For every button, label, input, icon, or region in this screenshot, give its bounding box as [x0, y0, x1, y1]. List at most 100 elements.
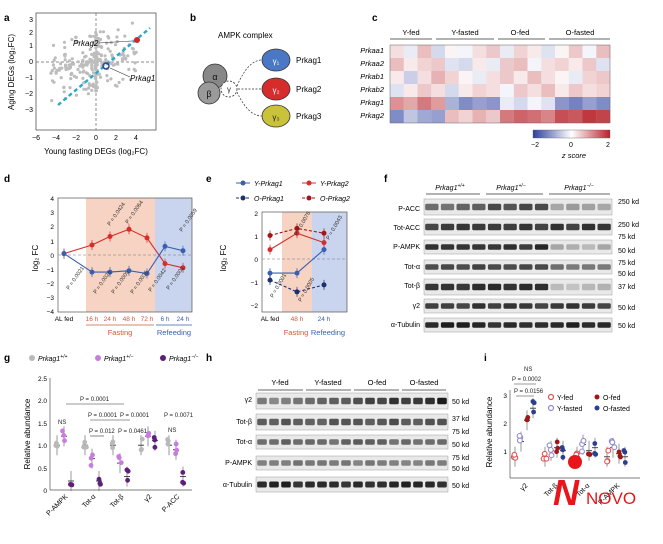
scatter-point	[106, 79, 110, 83]
scatter-point	[82, 69, 86, 73]
scatter-point	[83, 63, 87, 67]
scatter-point	[113, 83, 117, 87]
data-point	[144, 271, 150, 276]
scatter-point	[70, 37, 74, 42]
gamma3-symbol: γ₃	[272, 113, 279, 122]
heatmap-cell	[403, 97, 418, 110]
heatmap-cell	[555, 58, 569, 71]
heatmap-cell	[568, 71, 583, 84]
scatter-point	[130, 46, 134, 50]
gene-label: Prkaa2	[360, 59, 385, 68]
sample-point	[180, 470, 186, 475]
heatmap-cell	[472, 71, 487, 84]
data-point	[267, 233, 273, 238]
heatmap-cell	[458, 45, 473, 58]
blot-band	[503, 322, 517, 328]
scatter-point	[99, 75, 103, 79]
d-ytick: −4	[47, 309, 55, 316]
heatmap-cell	[555, 45, 569, 58]
scatter-point	[95, 61, 99, 65]
heatmap-cell	[472, 97, 487, 110]
legend-text: Y-Prkag1	[254, 181, 283, 188]
legend-text: Y-fed	[557, 395, 573, 402]
blot-band	[503, 244, 517, 250]
blot-band	[401, 481, 411, 488]
heatmap-cell	[390, 71, 404, 84]
scatter-point	[88, 57, 92, 62]
scatter-point	[97, 52, 101, 56]
d-ytick: 0	[50, 253, 54, 260]
blot-band	[472, 283, 486, 291]
blot-band	[269, 397, 279, 405]
data-point	[180, 265, 186, 271]
heatmap-cell	[417, 84, 432, 97]
heatmap-cell	[486, 45, 501, 58]
blot-band	[487, 283, 502, 291]
colorbar-tick: 2	[606, 142, 610, 149]
scatter-point	[122, 54, 126, 58]
heatmap-cell	[486, 110, 501, 123]
sample-point	[61, 433, 67, 438]
blot-band	[425, 244, 439, 250]
blot-band	[413, 418, 423, 426]
data-point	[126, 226, 132, 232]
blot-membrane	[423, 198, 613, 216]
scatter-point	[121, 50, 125, 54]
blot-band	[377, 460, 387, 466]
size-marker: 250 kd	[618, 199, 639, 206]
blot-band	[425, 460, 435, 466]
panel-b: b AMPK complex α β γ γ₁ γ₂ γ₃ Prkag1 Prk…	[190, 13, 322, 128]
scatter-point	[86, 92, 90, 96]
heatmap-cell	[445, 58, 459, 71]
heatmap-cell	[431, 97, 446, 110]
heatmap-cell	[513, 71, 528, 84]
heatmap-cell	[596, 110, 611, 123]
arrow-g3	[236, 91, 263, 117]
blot-band	[566, 223, 580, 231]
blot-band	[503, 283, 517, 291]
gene-label: Prkag1	[360, 98, 384, 107]
panel-h: h Y-fed Y-fasted O-fed O-fasted γ2 Tot-β…	[206, 353, 469, 493]
heatmap-cell	[541, 45, 556, 58]
scatter-point	[107, 36, 111, 40]
size-marker: 250 kd	[618, 222, 639, 229]
blot-membrane	[255, 455, 449, 471]
blot-band	[317, 460, 327, 466]
size-marker: 50 kd	[452, 466, 469, 473]
blot-band	[440, 322, 455, 328]
heatmap-cell	[541, 97, 556, 110]
g-pvalue: P = 0.0001	[80, 397, 110, 403]
a-xlabel: Young fasting DEGs (log₂FC)	[44, 147, 148, 156]
d-xtick: 6 h	[160, 316, 169, 323]
blot-membrane	[423, 259, 613, 275]
scatter-point	[90, 63, 94, 67]
heatmap-cell	[541, 71, 556, 84]
scatter-point	[99, 54, 104, 58]
d-fasting-label: Fasting	[108, 328, 133, 337]
sample-point	[165, 437, 171, 442]
legend-marker	[240, 195, 246, 201]
blot-band	[581, 283, 596, 291]
panel-i-label: i	[484, 353, 487, 364]
scatter-point	[133, 61, 137, 65]
scatter-point	[68, 86, 72, 90]
blot-group-label: Y-fed	[271, 378, 288, 387]
a-ytick: 1	[29, 43, 33, 50]
heatmap-group-label: Y-fed	[402, 28, 419, 37]
scatter-point	[83, 55, 87, 59]
heatmap-cell	[472, 84, 487, 97]
scatter-point	[116, 62, 120, 66]
i-points	[510, 398, 628, 467]
sample-point	[622, 460, 628, 465]
blot-band	[472, 244, 486, 250]
heatmap-cell	[458, 97, 473, 110]
size-marker: 75 kd	[618, 234, 635, 241]
blot-band	[293, 439, 303, 445]
blot-membrane	[423, 218, 613, 236]
data-point	[321, 240, 327, 246]
scatter-point	[63, 58, 67, 62]
blot-band	[440, 223, 455, 231]
blot-band	[503, 264, 517, 270]
e-xtick: 48 h	[291, 316, 304, 323]
heatmap-cell	[390, 97, 404, 110]
